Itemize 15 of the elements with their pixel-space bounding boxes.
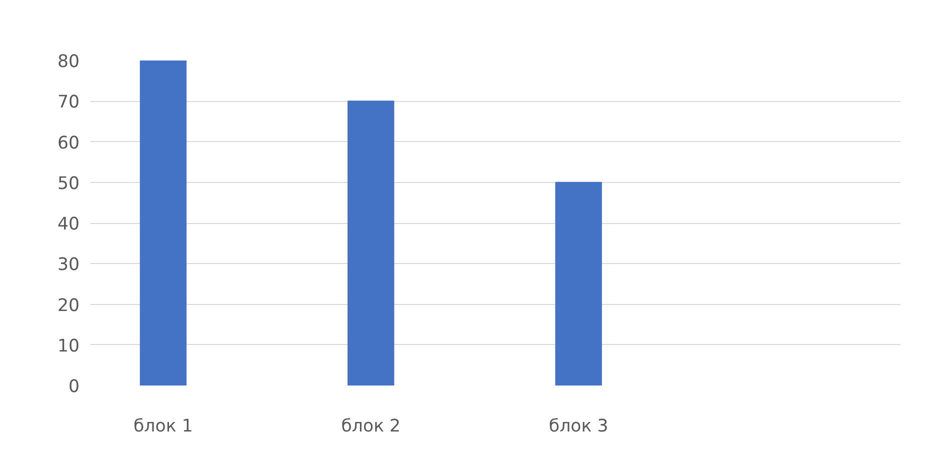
bar <box>140 60 187 386</box>
y-tick-label: 50 <box>57 174 80 194</box>
y-tick-label: 30 <box>57 255 80 276</box>
x-tick-label: блок 1 <box>134 416 193 436</box>
x-tick-label: блок 3 <box>548 416 608 436</box>
y-tick-label: 0 <box>68 377 80 397</box>
bar <box>555 182 602 386</box>
y-tick-label: 70 <box>57 92 80 113</box>
y-tick-label: 20 <box>57 296 80 316</box>
y-tick-label: 40 <box>57 214 80 234</box>
bar <box>348 100 394 386</box>
y-tick-label: 80 <box>57 52 80 72</box>
x-tick-label: блок 2 <box>341 416 401 436</box>
y-tick-label: 60 <box>57 133 80 154</box>
y-tick-label: 10 <box>57 336 80 356</box>
